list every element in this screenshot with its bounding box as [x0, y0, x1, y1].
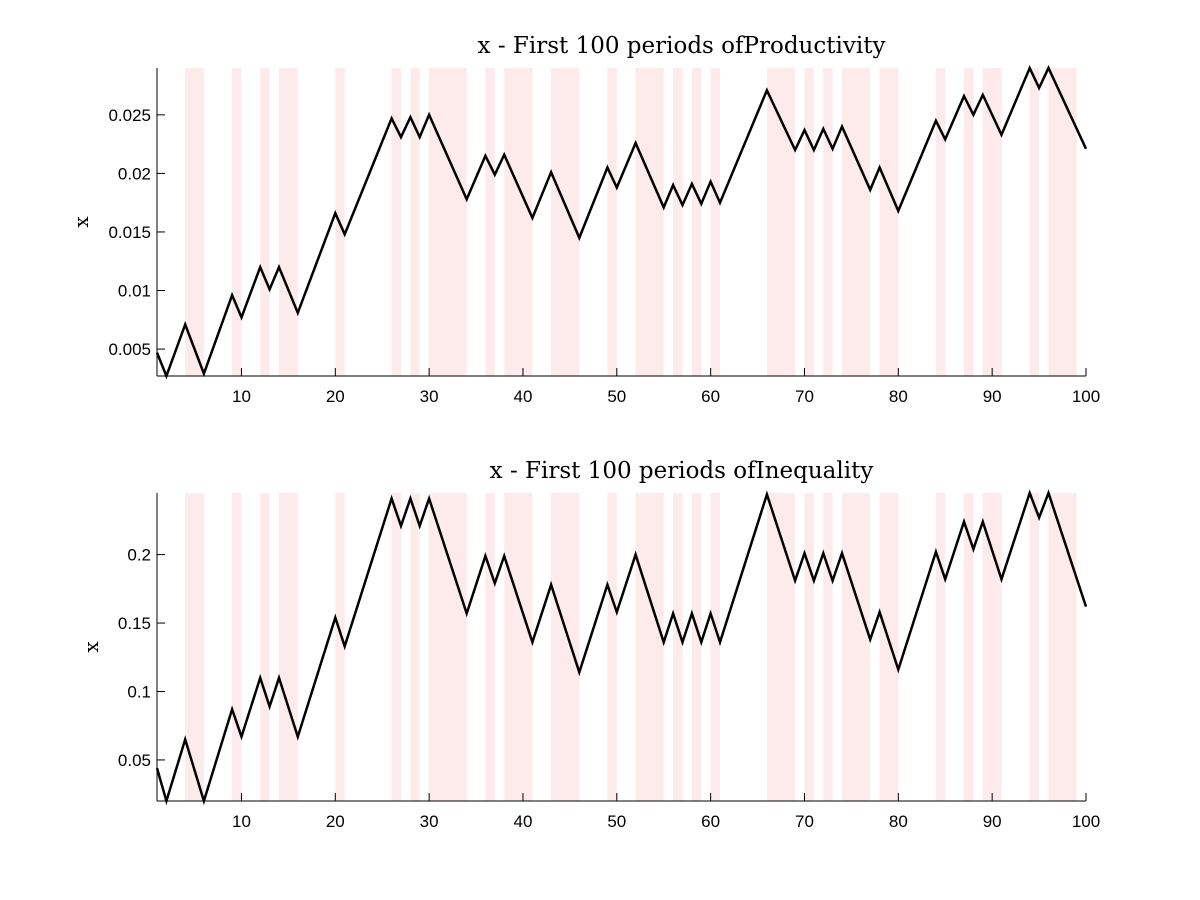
- x-tick-label: 100: [1072, 812, 1100, 831]
- x-tick-label: 50: [607, 387, 626, 406]
- shaded-band: [1029, 68, 1040, 376]
- y-axis-label: x: [69, 216, 93, 228]
- y-tick-label: 0.01: [118, 282, 151, 301]
- shaded-band: [278, 493, 298, 801]
- shaded-band: [935, 493, 946, 801]
- shaded-band: [823, 493, 833, 801]
- shaded-band: [410, 493, 420, 801]
- shaded-band: [232, 68, 242, 376]
- shaded-band: [260, 68, 270, 376]
- shaded-bands: [185, 68, 1077, 376]
- x-tick-label: 40: [514, 812, 533, 831]
- x-tick-label: 60: [701, 387, 720, 406]
- shaded-band: [766, 493, 796, 801]
- x-tick-label: 50: [607, 812, 626, 831]
- shaded-band: [635, 68, 664, 376]
- shaded-band: [804, 493, 814, 801]
- shaded-band: [879, 493, 899, 801]
- shaded-band: [964, 493, 974, 801]
- shaded-band: [879, 68, 899, 376]
- x-tick-label: 90: [983, 387, 1002, 406]
- shaded-band: [842, 493, 871, 801]
- productivity-subplot: 10 20 30 40 50 60 70 80 90 100 0.005 0.01 0.015 0.02 0…: [69, 33, 1100, 406]
- shaded-band: [485, 68, 495, 376]
- shaded-band: [982, 68, 1002, 376]
- shaded-band: [766, 68, 796, 376]
- y-tick-label: 0.005: [108, 340, 151, 359]
- series-line: [155, 64, 1088, 380]
- shaded-band: [429, 68, 467, 376]
- x-tick-label: 40: [514, 387, 533, 406]
- x-tick-label: 10: [232, 812, 251, 831]
- x-tick-label: 80: [889, 387, 908, 406]
- shaded-band: [278, 68, 298, 376]
- shaded-band: [185, 68, 204, 376]
- shaded-band: [691, 493, 702, 801]
- shaded-band: [260, 493, 270, 801]
- y-tick-label: 0.05: [118, 751, 151, 770]
- x-tick-label: 70: [795, 387, 814, 406]
- chart-title: x - First 100 periods ofInequality: [490, 458, 874, 484]
- x-tick-label: 90: [983, 812, 1002, 831]
- y-tick-label: 0.015: [108, 223, 151, 242]
- shaded-band: [607, 68, 617, 376]
- shaded-band: [551, 493, 580, 801]
- x-tick-label: 60: [701, 812, 720, 831]
- y-tick-label: 0.1: [127, 682, 151, 701]
- shaded-band: [1029, 493, 1040, 801]
- shaded-band: [391, 68, 401, 376]
- shaded-band: [842, 68, 871, 376]
- y-axis-label: x: [79, 641, 103, 653]
- shaded-band: [673, 493, 683, 801]
- y-tick-label: 0.025: [108, 106, 151, 125]
- shaded-band: [804, 68, 814, 376]
- shaded-band: [964, 68, 974, 376]
- shaded-band: [335, 493, 345, 801]
- shaded-band: [635, 493, 664, 801]
- shaded-band: [710, 68, 721, 376]
- inequality-subplot: 10 20 30 40 50 60 70 80 90 100 0.05 0.1 0.15 0.2 x - F…: [79, 458, 1100, 831]
- x-tick-label: 30: [420, 812, 439, 831]
- x-tick-label: 30: [420, 387, 439, 406]
- x-tick-label: 70: [795, 812, 814, 831]
- shaded-band: [935, 68, 946, 376]
- shaded-band: [551, 68, 580, 376]
- shaded-band: [429, 493, 467, 801]
- shaded-band: [982, 493, 1002, 801]
- shaded-band: [232, 493, 242, 801]
- shaded-band: [504, 68, 533, 376]
- x-tick-label: 20: [326, 387, 345, 406]
- shaded-bands: [185, 493, 1077, 801]
- shaded-band: [391, 493, 401, 801]
- shaded-band: [185, 493, 204, 801]
- y-tick-label: 0.2: [127, 546, 151, 565]
- chart-title: x - First 100 periods ofProductivity: [478, 33, 886, 59]
- shaded-band: [673, 68, 683, 376]
- shaded-band: [1048, 68, 1077, 376]
- shaded-band: [485, 493, 495, 801]
- y-tick-label: 0.15: [118, 614, 151, 633]
- y-tick-label: 0.02: [118, 164, 151, 183]
- shaded-band: [607, 493, 617, 801]
- series-line: [155, 489, 1088, 806]
- shaded-band: [823, 68, 833, 376]
- x-tick-label: 100: [1072, 387, 1100, 406]
- shaded-band: [410, 68, 420, 376]
- shaded-band: [504, 493, 533, 801]
- x-tick-label: 80: [889, 812, 908, 831]
- shaded-band: [1048, 493, 1077, 801]
- x-tick-label: 10: [232, 387, 251, 406]
- shaded-band: [691, 68, 702, 376]
- x-tick-label: 20: [326, 812, 345, 831]
- shaded-band: [710, 493, 721, 801]
